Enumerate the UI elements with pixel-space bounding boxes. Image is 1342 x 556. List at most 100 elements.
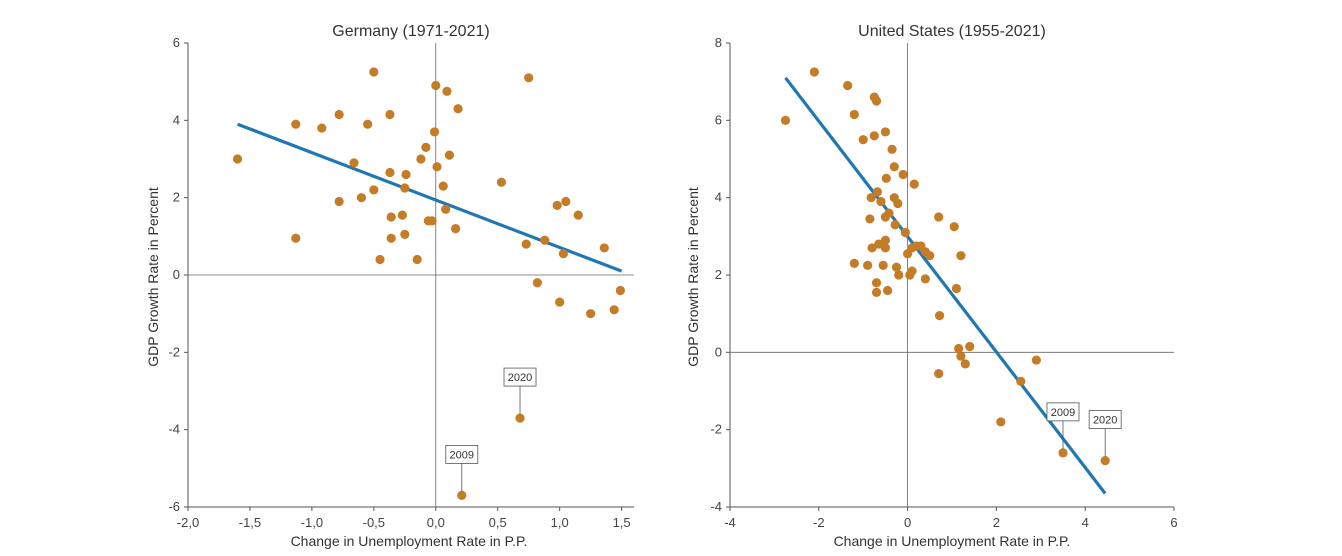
us-data-point: [934, 311, 945, 321]
us-points-layer: [780, 67, 1110, 466]
us-y-tick-label: 4: [715, 190, 722, 205]
us-data-point: [843, 80, 853, 91]
germany-data-point: [421, 142, 431, 152]
germany-x-tick-label: -2,0: [177, 515, 199, 530]
us-data-point: [934, 212, 944, 222]
us-data-point: [893, 198, 903, 209]
germany-data-point: [441, 204, 451, 214]
germany-data-point: [401, 169, 411, 180]
us-data-point: [871, 287, 882, 297]
us-data-point: [863, 260, 873, 270]
us-data-point: [780, 115, 791, 125]
us-x-tick-label: 6: [1170, 515, 1177, 530]
us-data-point: [878, 260, 888, 270]
germany-data-point: [369, 67, 379, 77]
us-regression-line: [784, 76, 1107, 495]
germany-y-tick-label: -4: [168, 422, 180, 437]
us-x-axis-label: Change in Unemployment Rate in P.P.: [834, 533, 1071, 549]
germany-annotation-label: 2009: [450, 449, 474, 461]
us-data-point: [894, 270, 904, 280]
us-annotations-layer: 2009 2020: [1046, 402, 1122, 457]
germany-y-axis-label: GDP Growth Rate in Percent: [145, 187, 161, 367]
us-data-point: [909, 179, 919, 189]
us-x-tick-label: 2: [993, 515, 1000, 530]
germany-data-point: [385, 109, 395, 120]
germany-fit-layer: [236, 122, 623, 273]
us-data-point: [890, 220, 900, 230]
us-data-point: [867, 243, 877, 253]
us-chart-title: United States (1955-2021): [858, 23, 1046, 40]
germany-annotation-box: [445, 444, 479, 464]
germany-y-tick-label: -2: [168, 344, 180, 359]
us-data-point: [880, 127, 891, 137]
us-data-point: [1016, 376, 1026, 386]
germany-chart-title: Germany (1971-2021): [332, 23, 489, 40]
germany-x-tick-label: -1,0: [301, 515, 323, 530]
germany-data-point: [232, 154, 243, 164]
germany-data-point: [334, 196, 344, 207]
us-data-point: [900, 227, 910, 238]
germany-regression-line: [236, 122, 623, 273]
germany-data-point: [515, 413, 525, 423]
germany-axes: -6 -4 -2 0 2 4 6 -2,0 -1,5 -1,0 -0,5 0,0 0,5 1,0 1,5: [168, 35, 634, 530]
germany-annotation-box: [503, 367, 537, 387]
germany-data-point: [412, 254, 422, 265]
us-data-point: [956, 351, 966, 361]
germany-data-point: [400, 183, 410, 193]
us-data-point: [934, 369, 944, 379]
us-y-axis-label: GDP Growth Rate in Percent: [685, 187, 701, 367]
germany-data-point: [375, 254, 385, 265]
germany-data-point: [599, 243, 609, 253]
us-data-point: [871, 96, 882, 106]
us-data-point: [884, 208, 894, 218]
germany-x-tick-label: 0,0: [427, 515, 445, 530]
us-x-tick-label: 0: [904, 515, 911, 530]
us-data-point: [956, 251, 966, 261]
us-data-point: [871, 278, 882, 288]
us-annotation-box: [1088, 410, 1122, 430]
us-data-point: [809, 67, 819, 77]
us-data-point: [996, 417, 1006, 427]
us-fit-layer: [784, 76, 1107, 495]
us-data-point: [949, 222, 959, 232]
us-data-point: [891, 262, 902, 272]
germany-data-point: [429, 127, 440, 137]
germany-data-point: [524, 73, 534, 83]
germany-data-point: [291, 233, 301, 243]
us-chart-panel: United States (1955-2021) Change in Unem…: [685, 23, 1178, 549]
germany-data-point: [386, 212, 396, 222]
germany-y-tick-label: -6: [168, 499, 180, 514]
germany-data-point: [427, 216, 437, 226]
germany-data-point: [521, 239, 531, 249]
germany-data-point: [431, 80, 441, 91]
germany-data-point: [432, 162, 442, 172]
germany-y-tick-label: 2: [173, 190, 180, 205]
germany-data-point: [397, 210, 407, 220]
germany-data-point: [457, 490, 467, 500]
us-data-point: [898, 169, 908, 180]
us-x-tick-label: -4: [724, 515, 736, 530]
germany-data-point: [369, 185, 379, 195]
germany-data-point: [558, 249, 568, 259]
us-data-point: [849, 258, 859, 268]
germany-data-point: [291, 119, 301, 129]
us-y-tick-label: 0: [715, 344, 722, 359]
germany-data-point: [496, 177, 507, 187]
germany-data-point: [561, 196, 571, 207]
germany-data-point: [334, 109, 344, 120]
us-data-point: [889, 162, 899, 172]
germany-data-point: [615, 285, 625, 296]
germany-x-tick-label: -1,5: [239, 515, 261, 530]
us-annotation-2020: 2020: [1088, 410, 1122, 457]
germany-y-tick-label: 0: [173, 267, 180, 282]
germany-data-point: [444, 150, 455, 160]
germany-data-point: [349, 158, 359, 168]
us-data-point: [866, 193, 876, 203]
us-data-point: [849, 109, 859, 120]
us-annotation-label: 2009: [1051, 407, 1075, 419]
germany-data-point: [317, 123, 327, 133]
germany-x-tick-label: 1,0: [551, 515, 569, 530]
germany-data-point: [386, 233, 396, 243]
us-data-point: [880, 235, 891, 245]
us-y-tick-label: -2: [710, 422, 722, 437]
